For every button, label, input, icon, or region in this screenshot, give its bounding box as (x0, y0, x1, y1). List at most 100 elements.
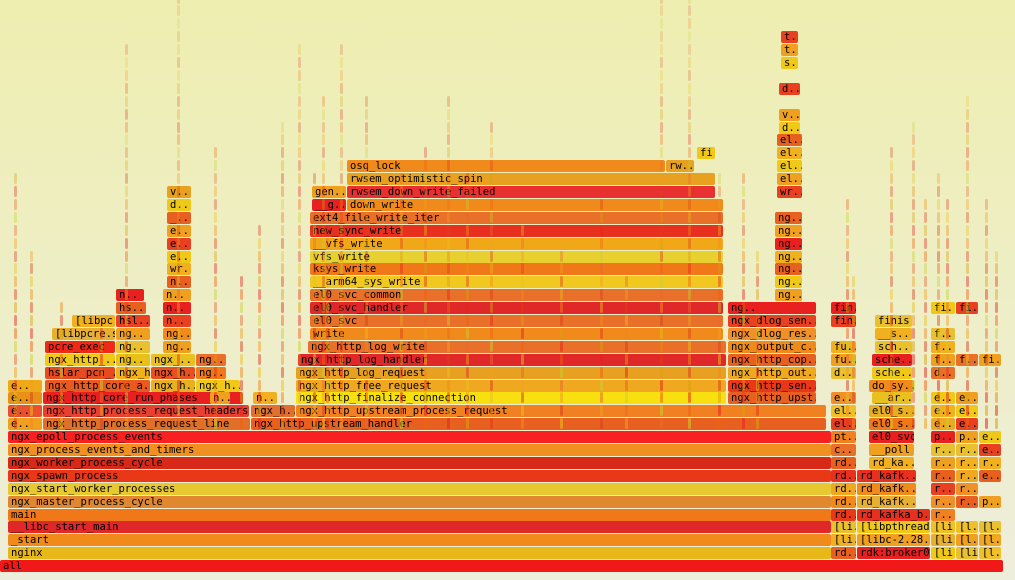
flame-frame[interactable]: el.. (831, 418, 856, 431)
flame-frame[interactable]: d.. (779, 121, 800, 134)
flame-frame[interactable]: ng.. (775, 276, 802, 289)
flame-frame[interactable]: __vfs_write (310, 237, 723, 250)
flame-frame[interactable]: n.. (163, 315, 191, 327)
flame-frame[interactable]: ngx_h.. (151, 379, 195, 392)
flame-frame[interactable]: ngx_http_log_request (296, 366, 726, 379)
flame-frame[interactable]: [li.. (831, 534, 856, 547)
flame-frame[interactable]: gen.. (312, 186, 346, 198)
flame-frame[interactable]: e.. (167, 224, 191, 237)
flame-frame[interactable]: ngx_h.. (151, 366, 195, 379)
flame-frame[interactable]: fi.. (931, 302, 955, 315)
flame-frame[interactable]: ngx_http_log_handler (298, 353, 726, 366)
flame-frame[interactable]: r.. (931, 495, 955, 508)
flame-frame[interactable]: el0_svc_common (310, 289, 723, 302)
flame-frame[interactable]: hs.. (116, 302, 146, 315)
flame-frame[interactable]: [libpthread-.. (857, 521, 930, 534)
flame-frame[interactable]: t.. (781, 44, 798, 57)
flame-frame[interactable]: _start (8, 534, 831, 547)
flame-frame[interactable]: ng.. (775, 237, 802, 250)
flame-frame[interactable]: rd_ka.. (869, 456, 914, 469)
flame-frame[interactable]: ngx_spawn_process (8, 469, 831, 482)
flame-frame[interactable]: [l.. (979, 534, 1001, 547)
flame-frame[interactable]: __s.. (875, 327, 912, 340)
flame-frame[interactable]: ngx_http_out.. (728, 366, 816, 379)
flame-frame[interactable]: el.. (831, 405, 856, 418)
flame-frame[interactable]: e.. (931, 418, 955, 431)
flame-frame[interactable]: rwsem_down_write_failed (347, 186, 715, 198)
flame-frame[interactable]: write (310, 327, 723, 340)
flame-frame[interactable]: rd.. (831, 508, 856, 521)
flame-frame[interactable]: e.. (931, 405, 955, 418)
flame-frame[interactable]: rd.. (831, 547, 856, 560)
flame-frame[interactable]: nginx (8, 547, 831, 560)
flame-frame[interactable]: f.. (931, 327, 955, 340)
flame-frame[interactable]: r.. (931, 469, 955, 482)
flame-frame[interactable]: e.. (979, 431, 1001, 444)
flame-frame[interactable]: [l.. (979, 547, 1001, 560)
flame-frame[interactable]: e.. (167, 237, 191, 250)
flame-frame[interactable]: ngx_process_events_and_timers (8, 444, 831, 456)
flame-frame[interactable]: [libpcre.s.. (52, 327, 115, 340)
flame-frame[interactable]: n.. (167, 276, 191, 289)
flame-frame[interactable]: el.. (777, 173, 802, 186)
flame-frame[interactable]: ngx_http_process_request_headers (43, 405, 249, 418)
flame-frame[interactable]: rdk:broker0 (857, 547, 930, 560)
flame-frame[interactable]: v.. (167, 186, 191, 198)
flame-frame[interactable]: ngx_http_process_request_line (43, 418, 250, 431)
flame-frame[interactable]: el.. (777, 160, 802, 173)
flame-frame[interactable]: r.. (956, 482, 978, 495)
flame-frame[interactable]: ng.. (775, 211, 802, 224)
flame-frame[interactable]: pt.. (831, 431, 856, 444)
flame-frame[interactable]: e.. (167, 250, 191, 263)
flame-frame[interactable]: vfs_write (310, 250, 723, 263)
flame-frame[interactable]: wr.. (777, 186, 802, 198)
flame-frame[interactable]: rd.. (831, 469, 856, 482)
flame-frame[interactable]: sch.. (875, 340, 912, 353)
flame-frame[interactable]: [li.. (931, 521, 955, 534)
flame-frame[interactable]: rwsem_optimistic_spin (347, 173, 715, 186)
flame-frame[interactable]: wr.. (167, 263, 191, 276)
flame-frame[interactable]: ng.. (775, 224, 802, 237)
flame-frame[interactable]: rd.. (831, 495, 856, 508)
flame-frame[interactable]: v.. (779, 108, 800, 121)
flame-frame[interactable]: el.. (777, 147, 802, 160)
flame-frame[interactable]: t.. (781, 31, 798, 44)
flame-frame[interactable]: d.. (931, 366, 955, 379)
flame-frame[interactable]: r.. (931, 444, 955, 456)
flame-frame[interactable]: ngx_http_log_write (308, 340, 726, 353)
flame-frame[interactable]: all (0, 560, 1003, 573)
flame-frame[interactable]: ng.. (163, 340, 191, 353)
flame-frame[interactable]: finis.. (875, 315, 912, 327)
flame-frame[interactable]: el0_svc_handler (310, 302, 723, 315)
flame-frame[interactable]: [l.. (956, 521, 978, 534)
flame-frame[interactable]: ngx_master_process_cycle (8, 495, 831, 508)
flame-frame[interactable]: __arm64_sys_write (310, 276, 723, 289)
flame-frame[interactable]: [libc-2.28.so] (857, 534, 930, 547)
flame-frame[interactable]: [l.. (979, 521, 1001, 534)
flame-frame[interactable]: ngx_http_free_request (296, 379, 726, 392)
flame-frame[interactable]: main (8, 508, 831, 521)
flame-frame[interactable]: r.. (956, 469, 978, 482)
flame-frame[interactable]: r.. (956, 444, 978, 456)
flame-frame[interactable]: ngx_.. (151, 353, 195, 366)
flame-frame[interactable]: ngx_http_.. (45, 353, 115, 366)
flame-frame[interactable]: el.. (777, 134, 802, 147)
flame-frame[interactable]: ngx_http_finalize_connection (296, 392, 726, 405)
flame-frame[interactable]: down_write (347, 198, 723, 211)
flame-frame[interactable]: ngx_h.. (116, 366, 150, 379)
flame-frame[interactable]: ngx_worker_process_cycle (8, 456, 831, 469)
flame-frame[interactable]: hslar_pcn_.. (45, 366, 115, 379)
flame-frame[interactable]: n.. (163, 302, 191, 315)
flame-frame[interactable]: ngx_http_upst.. (728, 392, 816, 405)
flame-frame[interactable]: c.. (831, 444, 856, 456)
flame-frame[interactable]: rd.. (831, 456, 856, 469)
flame-frame[interactable]: fi.. (956, 302, 978, 315)
flame-frame[interactable]: n.. (163, 289, 191, 302)
flame-frame[interactable]: __poll (869, 444, 914, 456)
flame-frame[interactable]: ng.. (163, 327, 191, 340)
flame-frame[interactable]: __g.. (312, 198, 346, 211)
flame-frame[interactable]: rd_kafk.. (857, 469, 916, 482)
flame-frame[interactable]: [li.. (931, 547, 955, 560)
flame-frame[interactable]: ngx_dlog_res.. (728, 327, 816, 340)
flame-frame[interactable]: ngx_dlog_sen.. (728, 315, 816, 327)
